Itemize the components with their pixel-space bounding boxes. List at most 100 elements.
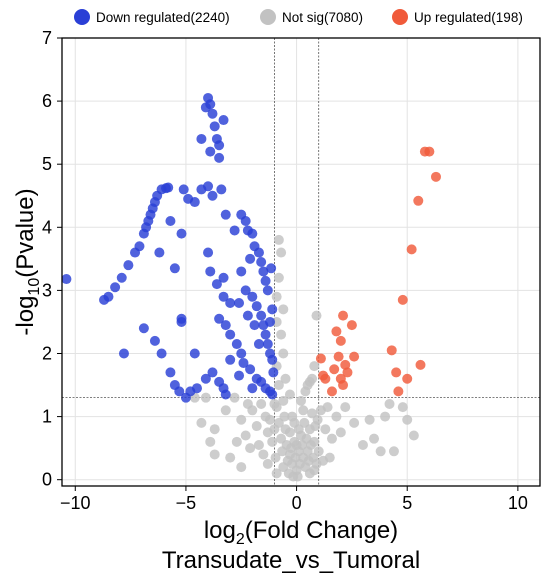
- data-point: [349, 351, 360, 362]
- data-point: [253, 247, 264, 258]
- data-point: [209, 449, 220, 460]
- data-point: [335, 373, 346, 384]
- data-point: [174, 386, 185, 397]
- data-point: [324, 452, 335, 463]
- data-point: [291, 439, 302, 450]
- legend-swatch: [74, 9, 90, 25]
- data-point: [265, 414, 276, 425]
- data-point: [273, 380, 284, 391]
- data-point: [397, 294, 408, 305]
- data-point: [229, 392, 240, 403]
- data-point: [375, 446, 386, 457]
- data-point: [298, 405, 309, 416]
- data-point: [335, 335, 346, 346]
- data-point: [218, 115, 229, 126]
- data-point: [278, 348, 289, 359]
- data-point: [149, 335, 160, 346]
- data-point: [236, 414, 247, 425]
- data-point: [346, 320, 357, 331]
- data-point: [256, 257, 267, 267]
- data-point: [388, 446, 399, 457]
- legend-label: Up regulated(198): [414, 9, 523, 25]
- data-point: [236, 462, 247, 473]
- data-point: [320, 424, 331, 435]
- data-point: [178, 184, 189, 195]
- data-point: [369, 433, 380, 444]
- data-point: [247, 291, 258, 302]
- data-point: [278, 395, 289, 406]
- data-point: [200, 373, 211, 384]
- data-point: [205, 436, 216, 447]
- data-point: [242, 310, 253, 321]
- data-point: [231, 339, 242, 350]
- data-point: [234, 298, 245, 309]
- data-point: [218, 272, 229, 283]
- x-tick-label: −5: [176, 493, 197, 513]
- data-point: [256, 310, 267, 321]
- data-point: [138, 323, 149, 334]
- data-point: [276, 329, 287, 340]
- data-point: [333, 351, 344, 362]
- data-point: [234, 370, 245, 381]
- data-point: [268, 367, 279, 378]
- y-tick-label: 5: [42, 154, 52, 174]
- data-point: [220, 405, 231, 416]
- legend-label: Not sig(7080): [282, 9, 364, 25]
- data-point: [292, 471, 303, 482]
- data-point: [278, 304, 289, 315]
- data-point: [265, 316, 276, 327]
- data-point: [176, 313, 187, 324]
- data-point: [315, 353, 326, 364]
- data-point: [349, 417, 360, 428]
- data-point: [313, 446, 324, 457]
- data-point: [357, 439, 368, 450]
- data-point: [260, 329, 271, 340]
- data-point: [165, 215, 176, 226]
- data-point: [386, 345, 397, 356]
- data-point: [276, 247, 287, 258]
- data-point: [331, 411, 342, 422]
- legend-item: Up regulated(198): [392, 6, 523, 28]
- data-point: [118, 348, 129, 359]
- data-point: [266, 263, 277, 274]
- legend-label: Down regulated(2240): [96, 9, 230, 25]
- y-tick-label: 2: [42, 343, 52, 363]
- data-point: [273, 234, 284, 245]
- data-point: [214, 152, 225, 163]
- data-point: [296, 395, 306, 406]
- data-point: [207, 367, 218, 378]
- data-point: [207, 108, 218, 119]
- legend: Down regulated(2240) Not sig(7080) Up regu…: [0, 6, 550, 28]
- data-point: [240, 430, 251, 441]
- data-point: [247, 383, 258, 394]
- data-point: [225, 298, 236, 309]
- legend-item: Not sig(7080): [260, 6, 363, 28]
- data-point: [322, 402, 333, 413]
- data-point: [267, 354, 278, 365]
- data-point: [236, 348, 247, 359]
- y-tick-label: 4: [42, 217, 52, 237]
- data-point: [134, 241, 145, 252]
- data-point: [271, 291, 282, 302]
- plot-frame: [61, 37, 541, 487]
- y-tick-label: 7: [42, 28, 52, 48]
- data-point: [245, 443, 256, 454]
- data-point: [180, 392, 191, 403]
- data-point: [273, 272, 284, 283]
- data-point: [302, 380, 313, 391]
- data-point: [329, 364, 340, 375]
- data-point: [156, 348, 167, 359]
- data-point: [196, 417, 207, 428]
- data-point: [214, 313, 225, 324]
- legend-swatch: [260, 9, 276, 25]
- data-point: [331, 326, 342, 337]
- data-point: [258, 266, 269, 277]
- data-point: [189, 348, 200, 359]
- data-point: [245, 253, 256, 264]
- y-tick-label: 3: [42, 280, 52, 300]
- data-point: [267, 304, 278, 315]
- data-point: [176, 228, 187, 239]
- y-axis-title: -log10(Pvalue): [12, 188, 43, 335]
- data-point: [205, 99, 216, 110]
- data-point: [262, 285, 273, 296]
